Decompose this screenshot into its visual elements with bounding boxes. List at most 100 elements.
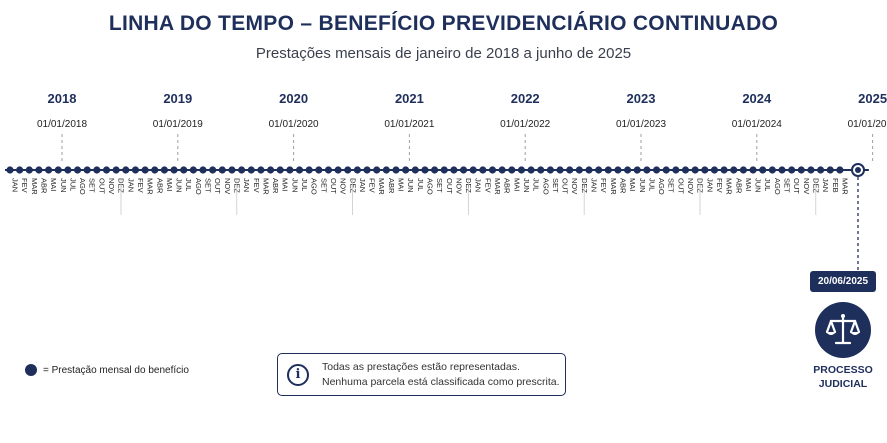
month-dot (266, 166, 275, 174)
month-dot (739, 166, 748, 174)
process-label: PROCESSO JUDICIAL (800, 363, 886, 391)
endpoint-date-badge: 20/06/2025 (810, 271, 876, 292)
notice-box: i Todas as prestações estão representada… (277, 353, 566, 396)
month-label: FEB (831, 178, 840, 193)
month-dot (662, 166, 670, 174)
month-dot (633, 166, 641, 174)
month-label: FEV (252, 178, 261, 193)
notice-line-2: Nenhuma parcela está classificada como p… (322, 375, 560, 388)
month-dot (817, 166, 825, 174)
month-label: ABR (155, 178, 164, 194)
month-dot (180, 166, 188, 174)
year-label-2020: 2020 (279, 91, 308, 106)
month-label: JUL (68, 178, 77, 191)
month-dot (373, 166, 381, 174)
month-label: SET (551, 178, 560, 193)
month-dot (238, 166, 246, 174)
year-date-2024: 01/01/2024 (732, 119, 782, 130)
month-dot (131, 166, 140, 174)
month-dot (585, 166, 593, 174)
month-label: JUN (754, 178, 763, 193)
month-dot (575, 166, 583, 174)
year-label-2025: 2025 (858, 91, 887, 106)
month-dot (498, 166, 506, 174)
year-label-2021: 2021 (395, 91, 424, 106)
month-dot (199, 166, 207, 174)
month-dot (826, 166, 834, 174)
month-dot (35, 166, 43, 174)
legend-label: = Prestação mensal do benefício (43, 364, 189, 376)
month-dot (209, 166, 217, 174)
month-label: SET (88, 178, 97, 193)
year-date-2018: 01/01/2018 (37, 119, 87, 130)
month-label: NOV (802, 178, 811, 194)
month-label: MAR (493, 178, 502, 195)
month-label: OUT (792, 178, 801, 194)
month-dot (488, 166, 497, 174)
month-dot (595, 166, 603, 174)
month-dot (64, 166, 72, 174)
month-label: ABR (271, 178, 280, 194)
process-label-line-2: JUDICIAL (818, 378, 868, 390)
month-dot (73, 166, 82, 174)
month-dot (517, 166, 526, 174)
month-label: OUT (329, 178, 338, 194)
month-dot (537, 166, 545, 174)
month-dot (392, 166, 400, 174)
month-label: ABR (503, 178, 512, 194)
month-dot (624, 166, 632, 174)
month-label: JUL (184, 178, 193, 191)
month-dot (768, 166, 776, 174)
month-label: FEV (715, 178, 724, 193)
month-dot (122, 166, 130, 174)
month-dot (431, 166, 439, 174)
month-dot (508, 166, 516, 174)
month-dot (450, 166, 458, 174)
month-dot (6, 166, 14, 174)
month-label: NOV (570, 178, 579, 194)
month-dot (93, 166, 101, 174)
month-dot (469, 166, 477, 174)
month-dot (778, 166, 786, 174)
month-dot (691, 166, 699, 174)
month-label: NOV (223, 178, 232, 194)
month-dot (701, 166, 709, 174)
year-date-2021: 01/01/2021 (384, 119, 434, 130)
year-label-2023: 2023 (627, 91, 656, 106)
month-dot (720, 166, 728, 174)
month-dot (411, 166, 419, 174)
month-dot (759, 166, 767, 174)
month-label: JAN (590, 178, 599, 192)
month-label: ABR (618, 178, 627, 194)
month-label: AGO (194, 178, 203, 195)
month-label: MAI (165, 178, 174, 191)
year-label-2022: 2022 (511, 91, 540, 106)
month-label: OUT (97, 178, 106, 194)
month-label: SET (319, 178, 328, 193)
month-dot (421, 166, 429, 174)
month-label: JUL (647, 178, 656, 191)
month-dot (730, 166, 738, 174)
month-label: AGO (425, 178, 434, 195)
year-date-2019: 01/01/2019 (153, 119, 203, 130)
month-dot (102, 166, 111, 174)
month-label: MAI (281, 178, 290, 191)
month-label: JAN (705, 178, 714, 192)
month-label: OUT (676, 178, 685, 194)
month-label: JAN (474, 178, 483, 192)
month-dot (440, 166, 448, 174)
month-label: AGO (310, 178, 319, 195)
month-label: FEV (20, 178, 29, 193)
month-label: SET (204, 178, 213, 193)
month-label: MAI (628, 178, 637, 191)
month-label: MAI (512, 178, 521, 191)
month-label: ABR (39, 178, 48, 194)
month-label: JUL (300, 178, 309, 191)
month-label: MAR (377, 178, 386, 195)
year-date-2023: 01/01/2023 (616, 119, 666, 130)
month-label: ABR (387, 178, 396, 194)
month-label: MAR (30, 178, 39, 195)
month-dot (324, 166, 333, 174)
month-dot (402, 166, 410, 174)
